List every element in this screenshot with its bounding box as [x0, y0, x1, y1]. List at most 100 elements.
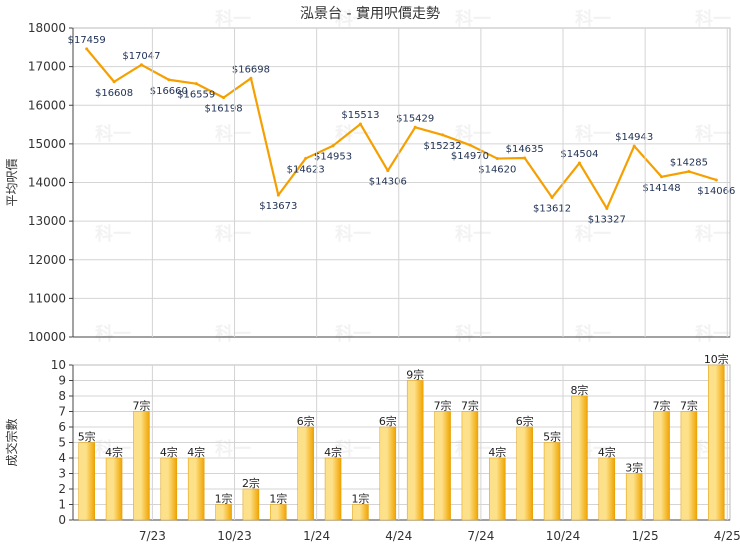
y-tick-label: 15000	[28, 137, 66, 151]
volume-bar-chart: 01 23 45 67 89 10 成交宗數 5宗 4宗 7宗 4宗 4宗 1宗 2宗 1宗 6宗 4宗 1宗 6宗…	[4, 352, 731, 527]
price-data-label: $14066	[697, 186, 735, 197]
y-tick-label: 13000	[28, 214, 66, 228]
watermark-text: 科一	[95, 123, 131, 145]
volume-data-label: 10宗	[704, 352, 729, 366]
x-axis: 7/23 10/23 1/24 4/24 7/24 10/24 1/25 4/25	[139, 28, 740, 543]
price-point	[276, 193, 280, 197]
volume-bar	[434, 411, 451, 521]
watermark-text: 科一	[575, 123, 611, 145]
price-point	[358, 122, 362, 126]
price-point	[714, 178, 718, 182]
watermark-text: 科一	[455, 223, 491, 245]
volume-bar	[133, 411, 150, 521]
volume-bar	[461, 411, 479, 521]
volume-data-label: 6宗	[516, 414, 534, 428]
volume-data-label: 7宗	[434, 399, 452, 413]
price-point	[495, 157, 499, 161]
watermark-text: 科一	[335, 438, 371, 460]
watermark-text: 科一	[695, 123, 731, 145]
price-point	[139, 63, 143, 67]
x-tick-label: 4/25	[714, 529, 740, 543]
volume-data-label: 1宗	[269, 492, 287, 506]
volume-data-label: 1宗	[215, 492, 233, 506]
price-data-label: $14285	[670, 157, 708, 168]
price-data-label: $14943	[615, 132, 653, 143]
watermark-text: 科一	[215, 438, 251, 460]
price-line-chart: 10000 11000 12000 13000 14000 15000 16000 17000…	[5, 21, 735, 344]
y-tick-label: 12000	[28, 253, 66, 267]
price-data-label: $14620	[478, 165, 516, 176]
volume-data-label: 3宗	[625, 461, 643, 475]
y-tick-label: 10	[51, 358, 66, 372]
volume-data-label: 1宗	[351, 492, 369, 506]
y-tick-label: 2	[58, 482, 66, 496]
price-data-label: $16698	[232, 64, 270, 75]
y-axis-label: 平均呎價	[5, 158, 19, 206]
price-point	[550, 195, 554, 199]
price-data-label: $14635	[506, 144, 544, 155]
volume-data-label: 7宗	[680, 399, 698, 413]
price-data-label: $16198	[204, 104, 242, 115]
volume-bar	[653, 411, 670, 521]
volume-bar	[708, 364, 725, 521]
watermark-text: 科一	[575, 323, 611, 345]
price-point	[249, 76, 253, 80]
volume-bar	[270, 504, 287, 521]
price-point	[85, 47, 89, 51]
volume-data-label: 4宗	[105, 445, 123, 459]
y-tick-label: 10000	[28, 330, 66, 344]
price-data-label: $16660	[150, 86, 188, 97]
volume-data-label: 5宗	[78, 430, 96, 444]
price-data-label: $17047	[122, 51, 160, 62]
volume-data-label: 4宗	[324, 445, 342, 459]
volume-data-label: 7宗	[132, 399, 150, 413]
watermark-text: 科一	[695, 8, 731, 30]
x-tick-label: 4/24	[385, 529, 412, 543]
watermark-text: 科一	[215, 123, 251, 145]
volume-data-label: 6宗	[297, 414, 315, 428]
volume-bar	[571, 395, 588, 521]
y-tick-label: 18000	[28, 21, 66, 35]
price-point	[687, 169, 691, 173]
x-tick-label: 7/23	[139, 529, 166, 543]
volume-bar	[680, 411, 698, 521]
volume-bar	[215, 504, 232, 521]
price-point	[222, 96, 226, 100]
price-point	[194, 82, 198, 86]
y-tick-label: 5	[58, 436, 66, 450]
x-tick-label: 1/25	[632, 529, 659, 543]
volume-data-label: 4宗	[488, 445, 506, 459]
watermark-text: 科一	[335, 223, 371, 245]
price-point	[605, 206, 609, 210]
price-point	[167, 78, 171, 82]
volume-bar	[543, 442, 561, 521]
price-point	[468, 143, 472, 147]
volume-bar	[242, 488, 260, 521]
y-tick-label: 17000	[28, 60, 66, 74]
watermark-text: 科一	[95, 323, 131, 345]
price-data-label: $16608	[95, 88, 133, 99]
volume-bar	[324, 457, 342, 521]
watermark-text: 科一	[695, 323, 731, 345]
price-data-label: $14970	[451, 151, 489, 162]
volume-bar	[187, 457, 205, 521]
price-data-label: $14148	[642, 183, 680, 194]
volume-bar	[516, 426, 533, 521]
y-tick-label: 4	[58, 451, 66, 465]
watermark-text: 科一	[215, 8, 251, 30]
watermark-text: 科一	[455, 323, 491, 345]
x-tick-label: 10/23	[217, 529, 252, 543]
chart-title: 泓景台 - 實用呎價走勢	[300, 5, 440, 22]
volume-data-label: 4宗	[187, 445, 205, 459]
price-data-label: $13327	[588, 214, 626, 225]
x-tick-label: 10/24	[546, 529, 581, 543]
price-point	[660, 175, 664, 179]
price-point	[632, 144, 636, 148]
volume-data-label: 4宗	[160, 445, 178, 459]
price-data-label: $13673	[259, 201, 297, 212]
volume-data-label: 6宗	[379, 414, 397, 428]
watermark-text: 科一	[575, 223, 611, 245]
